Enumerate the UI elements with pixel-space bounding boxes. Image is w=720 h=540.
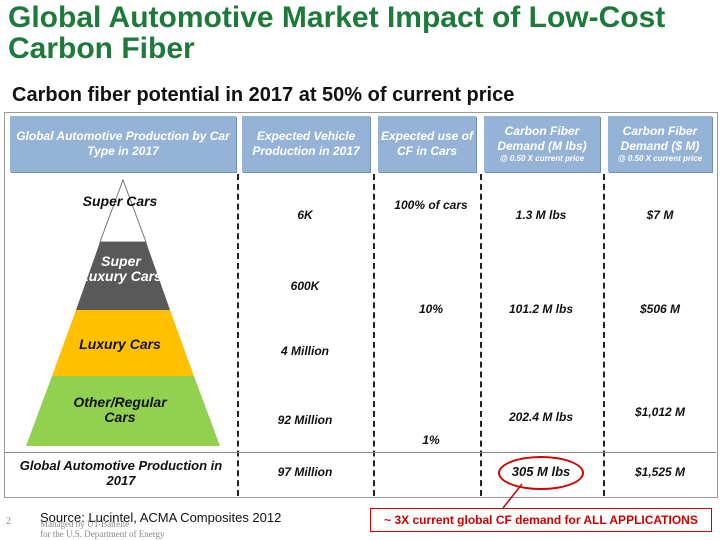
- cf-lbs-luxury-segment: 101.2 M lbs: [508, 302, 574, 316]
- pyramid-label-luxury-cars: Luxury Cars: [79, 336, 161, 352]
- production-regular-cars: 92 Million: [277, 413, 333, 427]
- header-cf-use: Expected use of CF in Cars: [378, 116, 476, 172]
- slide-number: 2: [6, 516, 11, 527]
- header-vehicle-production: Expected Vehicle Production in 2017: [242, 116, 370, 172]
- pyramid-label-super-luxury-cars: Super Luxury Cars: [80, 253, 162, 284]
- table-subtitle: Carbon fiber potential in 2017 at 50% of…: [12, 84, 515, 106]
- source-citation: Source: Lucintel, ACMA Composites 2012: [40, 510, 282, 525]
- pyramid-label-super-cars: Super Cars: [82, 193, 158, 209]
- footer-doe: for the U.S. Department of Energy: [40, 529, 165, 539]
- header-car-type-label: Global Automotive Production by Car Type…: [16, 129, 230, 158]
- cf-use-regular-cars: 1%: [422, 433, 440, 447]
- cf-usd-regular-cars: $1,012 M: [634, 405, 686, 419]
- highlight-circle: [498, 456, 584, 490]
- pyramid-label-regular-cars: Other/Regular Cars: [73, 394, 167, 425]
- total-production: 97 Million: [277, 465, 333, 479]
- header-cf-demand-usd-label: Carbon Fiber Demand ($ M): [620, 124, 700, 153]
- table-frame: [4, 112, 718, 498]
- header-car-type: Global Automotive Production by Car Type…: [10, 116, 236, 172]
- total-row-divider: [4, 452, 716, 453]
- slide-title: Global Automotive Market Impact of Low-C…: [8, 1, 666, 65]
- callout-note: ~ 3X current global CF demand for ALL AP…: [370, 508, 712, 532]
- header-cf-demand-lbs: Carbon Fiber Demand (M lbs) @ 0.50 X cur…: [484, 116, 600, 172]
- callout-note-text: ~ 3X current global CF demand for ALL AP…: [384, 513, 698, 527]
- cf-use-luxury-segment: 10%: [418, 302, 444, 316]
- header-cf-use-label: Expected use of CF in Cars: [380, 129, 474, 158]
- header-cf-demand-usd: Carbon Fiber Demand ($ M) @ 0.50 X curre…: [608, 116, 712, 172]
- column-divider: [237, 174, 239, 496]
- car-type-pyramid: [26, 178, 220, 446]
- total-label: Global Automotive Production in 2017: [19, 458, 223, 488]
- column-divider: [373, 174, 375, 496]
- header-vehicle-production-label: Expected Vehicle Production in 2017: [252, 129, 360, 158]
- production-super-luxury-cars: 600K: [290, 279, 320, 293]
- cf-use-super-cars: 100% of cars: [394, 198, 468, 212]
- production-super-cars: 6K: [297, 208, 313, 222]
- total-cf-usd: $1,525 M: [634, 465, 686, 479]
- cf-lbs-regular-cars: 202.4 M lbs: [508, 410, 574, 424]
- production-luxury-cars: 4 Million: [281, 344, 329, 358]
- cf-lbs-super-cars: 1.3 M lbs: [515, 208, 567, 222]
- header-cf-demand-lbs-note: @ 0.50 X current price: [499, 154, 585, 163]
- pyramid-tier-regular-cars: [26, 376, 220, 446]
- pyramid-tier-super-luxury-cars: [76, 242, 170, 310]
- column-divider: [603, 174, 605, 496]
- column-divider: [480, 174, 482, 496]
- cf-usd-luxury-segment: $506 M: [639, 302, 681, 316]
- header-cf-demand-lbs-label: Carbon Fiber Demand (M lbs): [497, 124, 587, 153]
- pyramid-tier-luxury-cars: [52, 310, 194, 376]
- cf-usd-super-cars: $7 M: [646, 208, 674, 222]
- header-cf-demand-usd-note: @ 0.50 X current price: [617, 154, 703, 163]
- footer-managed-by: Managed by UT-Battelle: [40, 519, 130, 529]
